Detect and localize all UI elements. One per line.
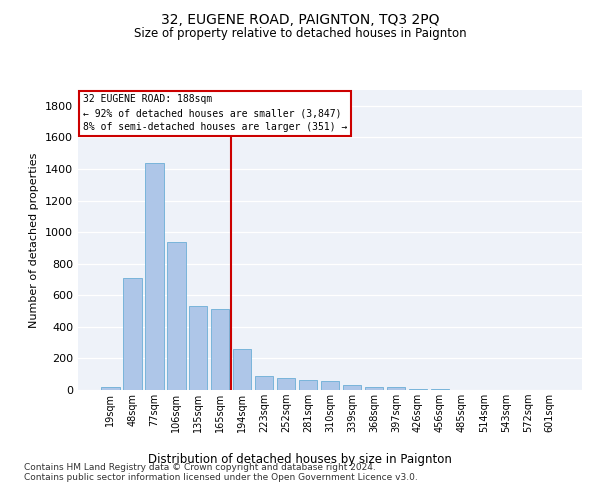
Text: Contains public sector information licensed under the Open Government Licence v3: Contains public sector information licen… — [24, 474, 418, 482]
Bar — [386, 387, 405, 390]
Bar — [233, 349, 251, 390]
Y-axis label: Number of detached properties: Number of detached properties — [29, 152, 40, 328]
Bar — [211, 310, 229, 390]
Bar — [167, 242, 185, 390]
Text: Distribution of detached houses by size in Paignton: Distribution of detached houses by size … — [148, 452, 452, 466]
Text: Contains HM Land Registry data © Crown copyright and database right 2024.: Contains HM Land Registry data © Crown c… — [24, 464, 376, 472]
Bar — [299, 380, 317, 390]
Bar — [189, 306, 208, 390]
Bar — [277, 378, 295, 390]
Bar — [365, 387, 383, 390]
Bar — [343, 386, 361, 390]
Bar — [255, 376, 274, 390]
Bar — [101, 387, 119, 390]
Text: 32, EUGENE ROAD, PAIGNTON, TQ3 2PQ: 32, EUGENE ROAD, PAIGNTON, TQ3 2PQ — [161, 12, 439, 26]
Bar — [320, 382, 340, 390]
Text: Size of property relative to detached houses in Paignton: Size of property relative to detached ho… — [134, 28, 466, 40]
Bar — [409, 389, 427, 390]
Text: 32 EUGENE ROAD: 188sqm
← 92% of detached houses are smaller (3,847)
8% of semi-d: 32 EUGENE ROAD: 188sqm ← 92% of detached… — [83, 94, 347, 132]
Bar — [431, 389, 449, 390]
Bar — [123, 278, 142, 390]
Bar — [145, 162, 164, 390]
